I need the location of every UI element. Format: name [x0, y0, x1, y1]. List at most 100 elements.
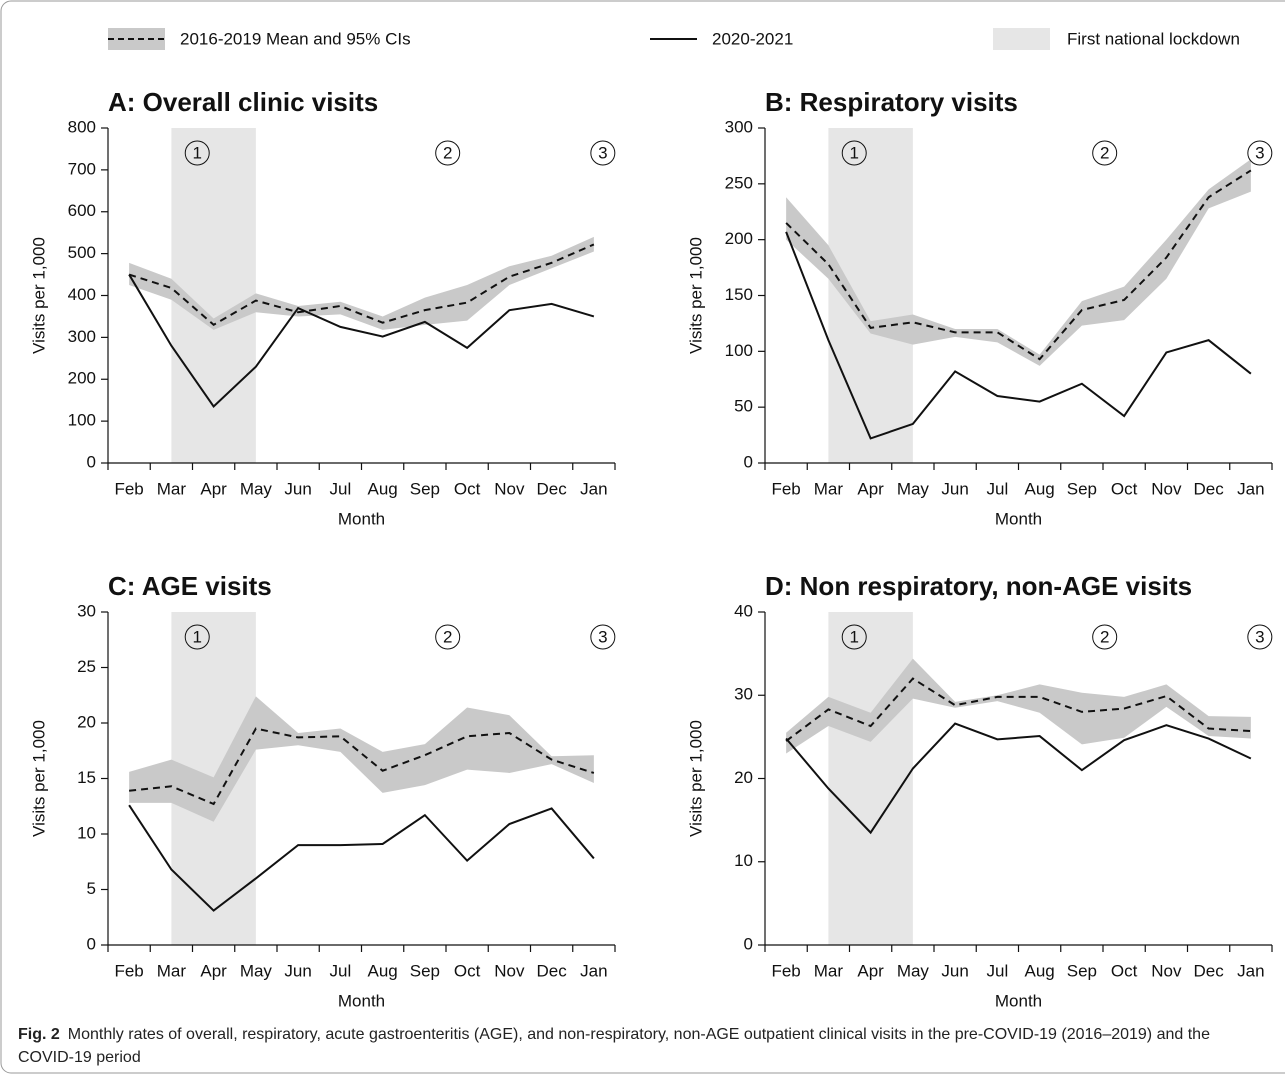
x-tick-label: Oct	[454, 479, 481, 498]
x-tick-label: Dec	[1194, 961, 1225, 980]
y-tick-label: 0	[87, 452, 96, 471]
x-tick-label: Apr	[857, 479, 884, 498]
y-tick-label: 10	[734, 851, 753, 870]
legend-label: First national lockdown	[1067, 29, 1240, 48]
x-tick-label: Apr	[857, 961, 884, 980]
annotation-circle	[841, 140, 867, 166]
annotation-circle	[1092, 624, 1118, 650]
x-tick-label: Jun	[284, 961, 311, 980]
x-tick-label: May	[897, 479, 930, 498]
x-tick-label: Mar	[157, 961, 187, 980]
ci-band	[786, 658, 1251, 754]
annotation: 1	[192, 627, 201, 646]
y-tick-label: 700	[68, 159, 96, 178]
annotation: 3	[1255, 627, 1264, 646]
legend-band-swatch	[108, 28, 165, 50]
y-tick-label: 40	[734, 601, 753, 620]
x-tick-label: May	[240, 961, 273, 980]
y-tick-label: 50	[734, 397, 753, 416]
legend-label: 2020-2021	[712, 29, 793, 48]
y-tick-label: 25	[77, 657, 96, 676]
x-tick-label: Jun	[284, 479, 311, 498]
mean-line	[785, 169, 1252, 361]
annotation: 3	[1255, 143, 1264, 162]
y-tick-label: 100	[725, 341, 753, 360]
x-axis-label: Month	[338, 509, 385, 528]
y-tick-label: 30	[734, 685, 753, 704]
x-tick-label: Feb	[771, 961, 800, 980]
chart-title: C: AGE visits	[108, 571, 272, 601]
annotation: 1	[192, 143, 201, 162]
x-axis-label: Month	[995, 991, 1042, 1010]
line	[785, 231, 1252, 440]
x-tick-label: Jan	[1237, 479, 1264, 498]
x-tick-label: Feb	[114, 961, 143, 980]
y-tick-label: 250	[725, 173, 753, 192]
mean-line	[129, 727, 595, 806]
annotation-circle	[435, 624, 461, 650]
x-tick-label: Aug	[1025, 961, 1055, 980]
chart-title: B: Respiratory visits	[765, 87, 1018, 117]
annotation: 1	[849, 627, 858, 646]
x-tick-label: Oct	[454, 961, 481, 980]
line	[128, 274, 595, 408]
annotation: 2	[443, 627, 452, 646]
annotation: 1	[849, 143, 858, 162]
x-tick-label: Jun	[941, 961, 968, 980]
line	[128, 804, 595, 912]
x-tick-label: Nov	[1151, 479, 1182, 498]
y-axis-label: Visits per 1,000	[29, 237, 48, 354]
x-tick-label: May	[240, 479, 273, 498]
chart-title: D: Non respiratory, non-AGE visits	[765, 571, 1192, 601]
mean-line	[785, 677, 1251, 742]
caption-text: Monthly rates of overall, respiratory, a…	[18, 1026, 1210, 1066]
annotation: 2	[1100, 143, 1109, 162]
x-tick-label: Mar	[814, 961, 844, 980]
x-tick-label: Apr	[200, 961, 227, 980]
line	[785, 722, 1252, 835]
annotation-circle	[1247, 140, 1273, 166]
x-tick-label: Jul	[330, 961, 352, 980]
y-tick-label: 20	[734, 768, 753, 787]
x-tick-label: Feb	[771, 479, 800, 498]
annotation: 3	[598, 143, 607, 162]
x-tick-label: Aug	[368, 961, 398, 980]
annotation-circle	[590, 140, 616, 166]
y-tick-label: 600	[68, 201, 96, 220]
x-tick-label: May	[897, 961, 930, 980]
x-tick-label: Nov	[494, 961, 525, 980]
x-axis-label: Month	[338, 991, 385, 1010]
x-tick-label: Jan	[580, 961, 607, 980]
y-tick-label: 200	[68, 369, 96, 388]
y-tick-label: 0	[744, 934, 753, 953]
y-tick-label: 100	[68, 411, 96, 430]
annotation-circle	[1092, 140, 1118, 166]
chart-title: A: Overall clinic visits	[108, 87, 378, 117]
x-tick-label: Dec	[1194, 479, 1225, 498]
annotation-circle	[184, 624, 210, 650]
x-tick-label: Jul	[987, 961, 1009, 980]
annotation: 2	[1100, 627, 1109, 646]
y-tick-label: 300	[68, 327, 96, 346]
x-tick-label: Mar	[814, 479, 844, 498]
x-axis-label: Month	[995, 509, 1042, 528]
annotation-circle	[841, 624, 867, 650]
y-tick-label: 150	[725, 285, 753, 304]
x-tick-label: Dec	[537, 961, 568, 980]
caption: Fig. 2 Monthly rates of overall, respirat…	[18, 1023, 1268, 1069]
lockdown-shade	[828, 128, 913, 463]
annotation: 2	[443, 143, 452, 162]
y-tick-label: 20	[77, 712, 96, 731]
y-tick-label: 200	[725, 229, 753, 248]
x-tick-label: Feb	[114, 479, 143, 498]
ci-band	[786, 159, 1251, 366]
annotation-circle	[590, 624, 616, 650]
y-tick-label: 300	[725, 117, 753, 136]
annotation-circle	[184, 140, 210, 166]
x-tick-label: Apr	[200, 479, 227, 498]
y-tick-label: 5	[87, 879, 96, 898]
x-tick-label: Jul	[330, 479, 352, 498]
x-tick-label: Jan	[580, 479, 607, 498]
x-tick-label: Nov	[1151, 961, 1182, 980]
